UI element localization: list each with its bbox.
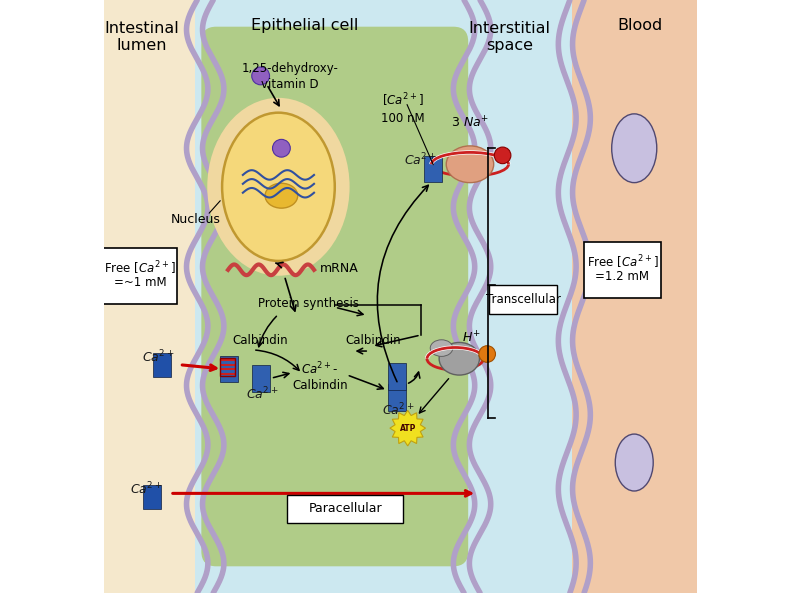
- Text: 1,25-dehydroxy-
vitamin D: 1,25-dehydroxy- vitamin D: [242, 62, 338, 91]
- Ellipse shape: [207, 98, 350, 276]
- Text: Calbindin: Calbindin: [233, 334, 289, 347]
- Text: $H^{+}$: $H^{+}$: [462, 330, 481, 346]
- Ellipse shape: [615, 434, 654, 491]
- Circle shape: [273, 139, 290, 157]
- Text: $Ca^{2+}$: $Ca^{2+}$: [142, 349, 174, 365]
- Text: Paracellular: Paracellular: [309, 502, 382, 515]
- Text: Epithelial cell: Epithelial cell: [251, 18, 359, 33]
- Bar: [195, 0, 572, 593]
- Text: Free $[Ca^{2+}]$: Free $[Ca^{2+}]$: [586, 254, 658, 272]
- Text: =~1 mM: =~1 mM: [114, 276, 166, 289]
- Ellipse shape: [222, 113, 334, 261]
- Text: Transcellular: Transcellular: [486, 293, 561, 306]
- Text: Protein synthesis: Protein synthesis: [258, 297, 358, 310]
- Circle shape: [252, 67, 270, 85]
- Text: ATP: ATP: [399, 423, 416, 433]
- Bar: [424, 156, 442, 183]
- Text: Blood: Blood: [618, 18, 662, 33]
- Polygon shape: [390, 410, 426, 446]
- Bar: [572, 0, 697, 593]
- Text: $[Ca^{2+}]$
100 nM: $[Ca^{2+}]$ 100 nM: [381, 92, 425, 126]
- Text: Nucleus: Nucleus: [170, 213, 220, 226]
- Bar: [103, 0, 195, 593]
- Bar: [220, 356, 238, 382]
- Text: $3\ Na^{+}$: $3\ Na^{+}$: [451, 116, 489, 131]
- FancyBboxPatch shape: [584, 242, 661, 298]
- Bar: [220, 358, 235, 376]
- Ellipse shape: [446, 146, 494, 183]
- Text: =1.2 mM: =1.2 mM: [595, 270, 650, 283]
- Text: $Ca^{2+}$: $Ca^{2+}$: [246, 385, 278, 402]
- Text: Interstitial
space: Interstitial space: [469, 21, 550, 53]
- Circle shape: [494, 147, 511, 164]
- Ellipse shape: [612, 114, 657, 183]
- Bar: [388, 363, 406, 390]
- Bar: [252, 365, 270, 392]
- Text: $Ca^{2+}$: $Ca^{2+}$: [404, 152, 437, 168]
- Bar: [388, 384, 406, 410]
- Circle shape: [479, 346, 495, 362]
- FancyBboxPatch shape: [202, 27, 468, 566]
- Bar: [143, 485, 161, 509]
- Text: mRNA: mRNA: [320, 262, 358, 275]
- Ellipse shape: [439, 343, 479, 375]
- Ellipse shape: [430, 340, 453, 356]
- Bar: [153, 353, 170, 377]
- Text: Calbindin: Calbindin: [346, 334, 401, 347]
- Text: Free $[Ca^{2+}]$: Free $[Ca^{2+}]$: [105, 260, 176, 278]
- Ellipse shape: [265, 183, 298, 208]
- FancyBboxPatch shape: [103, 248, 178, 304]
- Text: Intestinal
lumen: Intestinal lumen: [105, 21, 179, 53]
- FancyBboxPatch shape: [287, 495, 403, 523]
- Text: $Ca^{2+}$: $Ca^{2+}$: [130, 481, 162, 498]
- Text: $Ca^{2+}$: $Ca^{2+}$: [382, 402, 414, 419]
- Text: $Ca^{2+}$-
Calbindin: $Ca^{2+}$- Calbindin: [292, 361, 348, 393]
- FancyBboxPatch shape: [489, 285, 557, 314]
